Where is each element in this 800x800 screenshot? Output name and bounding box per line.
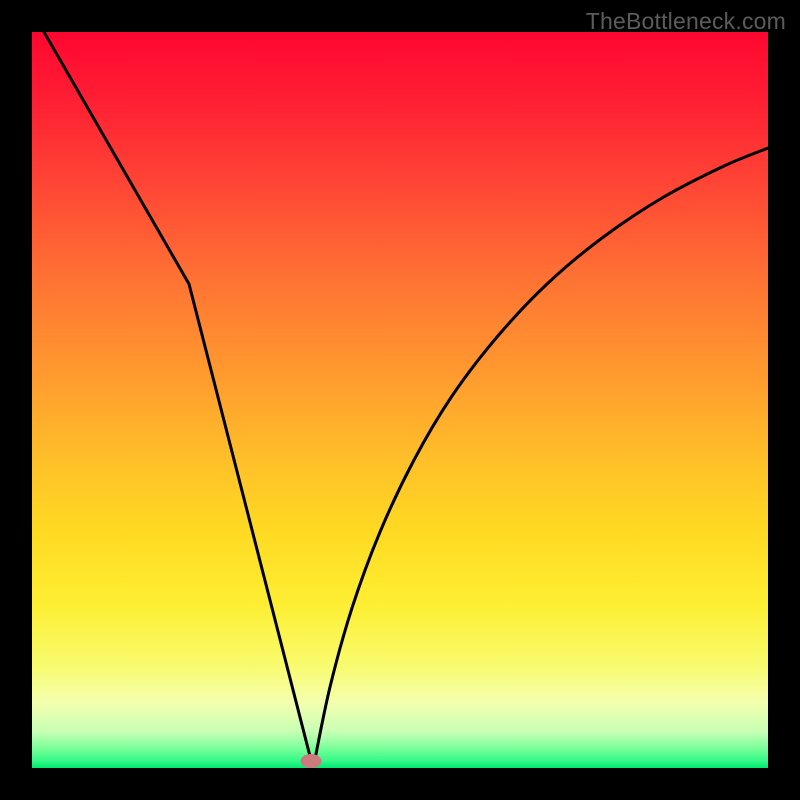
bottleneck-curve-left	[44, 32, 312, 764]
chart-plot-area	[32, 32, 768, 768]
watermark-text: TheBottleneck.com	[586, 8, 786, 35]
optimal-point-marker	[301, 754, 322, 768]
chart-lines	[32, 32, 768, 768]
bottleneck-curve-right	[314, 148, 768, 764]
